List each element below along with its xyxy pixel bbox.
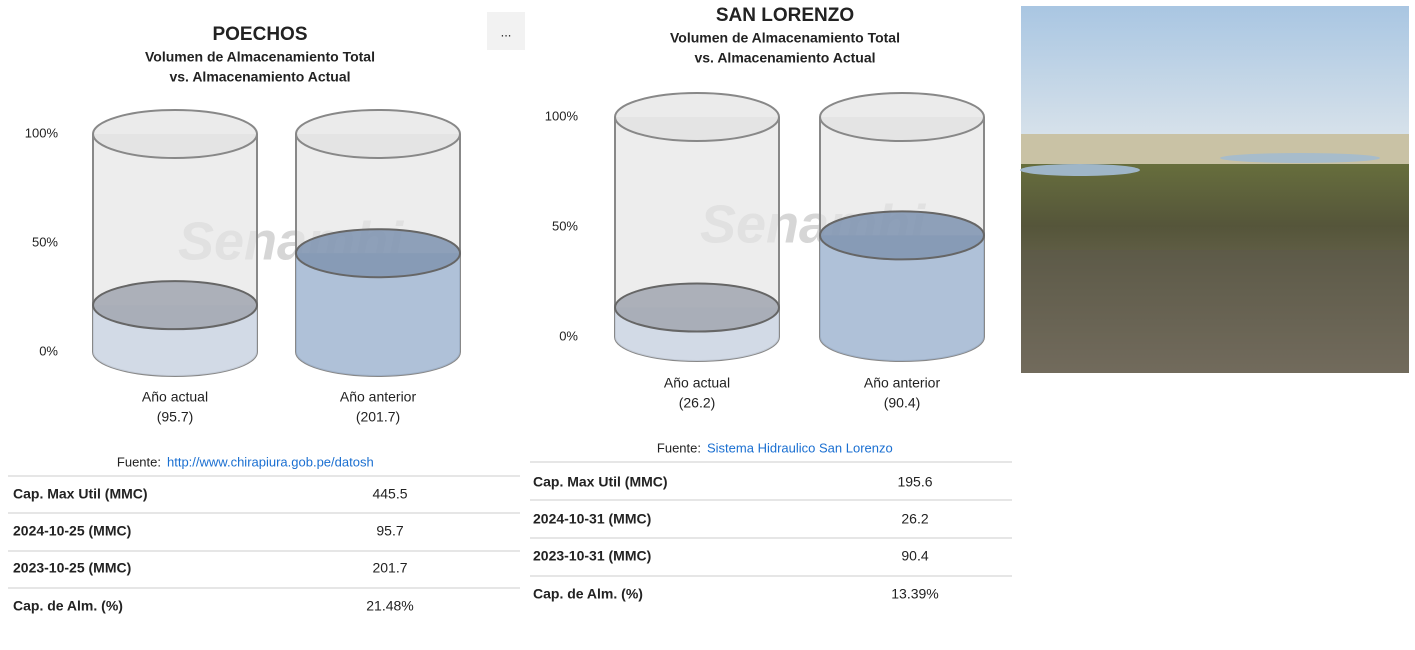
row-label: Cap. Max Util (MMC) [533,474,668,490]
row-value: 195.6 [897,474,932,490]
row-label: Cap. Max Util (MMC) [13,486,148,502]
row-label: 2024-10-25 (MMC) [13,523,131,539]
fill-level [614,282,780,333]
source-link[interactable]: Sistema Hidraulico San Lorenzo [707,440,893,455]
cylinder-fill [296,253,460,376]
chart-subtitle: vs. Almacenamiento Actual [169,69,350,85]
category-note: (95.7) [157,409,194,425]
row-label: 2024-10-31 (MMC) [533,511,651,527]
source-link[interactable]: http://www.chirapiura.gob.pe/datosh [167,454,374,469]
category-label: Año actual [142,389,208,405]
row-value: 201.7 [372,560,407,576]
chart-subtitle: Volumen de Almacenamiento Total [670,30,900,46]
row-label: Cap. de Alm. (%) [533,586,643,602]
row-label: Cap. de Alm. (%) [13,598,123,614]
chart-title: POECHOS [212,24,307,45]
chart-title: SAN LORENZO [716,5,854,26]
cylinder-top [614,92,780,142]
category-note: (26.2) [679,395,716,411]
category-label: Año anterior [864,375,941,391]
y-tick-label: 100% [25,125,59,140]
category-note: (90.4) [884,395,921,411]
y-tick-label: 50% [32,234,58,249]
category-note: (201.7) [356,409,400,425]
cylinder-top [819,92,985,142]
y-tick-label: 100% [545,108,579,123]
fill-level [819,210,985,261]
menu-button[interactable] [487,12,525,50]
row-value: 13.39% [891,586,938,602]
row-label: 2023-10-31 (MMC) [533,548,651,564]
fill-level [92,280,258,331]
category-label: Año actual [664,375,730,391]
cylinder-top [92,109,258,159]
source-label: Fuente: [117,454,161,469]
photo [1020,6,1409,373]
chart-subtitle: vs. Almacenamiento Actual [694,50,875,66]
row-value: 95.7 [376,523,403,539]
row-value: 21.48% [366,598,413,614]
cylinder-fill [820,235,984,361]
cylinder-top [295,109,461,159]
row-value: 90.4 [901,548,928,564]
row-label: 2023-10-25 (MMC) [13,560,131,576]
y-tick-label: 0% [559,328,578,343]
row-value: 26.2 [901,511,928,527]
menu-dots[interactable]: ... [501,24,512,39]
row-value: 445.5 [372,486,407,502]
category-label: Año anterior [340,389,417,405]
chart-subtitle: Volumen de Almacenamiento Total [145,49,375,65]
y-tick-label: 50% [552,218,578,233]
source-label: Fuente: [657,440,701,455]
y-tick-label: 0% [39,343,58,358]
fill-level [295,228,461,279]
